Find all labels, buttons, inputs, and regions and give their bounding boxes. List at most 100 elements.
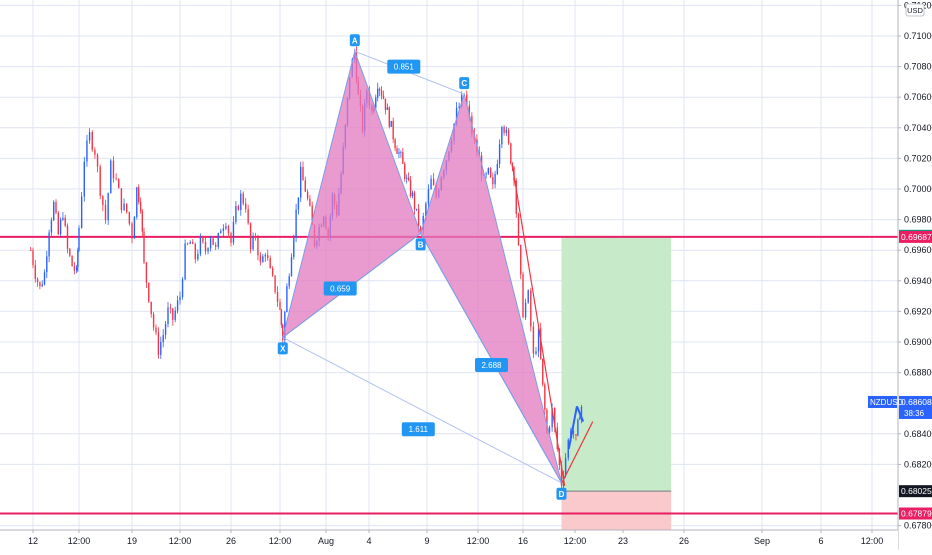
- candle-body: [432, 178, 435, 186]
- candle-body: [59, 219, 62, 235]
- time-tick-label: 6: [818, 536, 823, 546]
- candle-body: [120, 188, 123, 211]
- candle-body: [143, 231, 145, 263]
- time-tick-label: 16: [518, 536, 528, 546]
- candle-body: [80, 196, 83, 228]
- candle-body: [162, 334, 164, 343]
- ratio-label: 0.659: [330, 284, 351, 293]
- candle-body: [498, 144, 501, 164]
- candle-body: [269, 258, 271, 269]
- candle-body: [34, 265, 36, 279]
- candle-body: [293, 236, 295, 258]
- candle-body: [115, 178, 117, 180]
- time-tick-label: 12:00: [564, 536, 587, 546]
- candle-body: [112, 160, 115, 179]
- time-tick-label: 26: [679, 536, 689, 546]
- candle-body: [309, 198, 311, 206]
- candle-body: [66, 225, 69, 249]
- candle-body: [392, 120, 394, 140]
- candle-body: [184, 243, 186, 280]
- point-label-b: B: [418, 240, 424, 249]
- candle-body: [302, 166, 304, 181]
- candle-body: [537, 328, 540, 352]
- candle-body: [55, 201, 57, 213]
- candle-body: [230, 233, 232, 243]
- candle-body: [422, 216, 424, 230]
- profit-zone: [561, 235, 672, 492]
- point-label-a: A: [352, 36, 358, 45]
- candle-body: [237, 205, 240, 210]
- candle-body: [133, 216, 136, 239]
- candle-body: [507, 129, 510, 144]
- candle-body: [501, 126, 503, 145]
- candle-body: [546, 409, 548, 433]
- trend-line: [511, 164, 566, 486]
- price-axis: 0.712000.710000.708000.706000.704000.702…: [868, 0, 932, 550]
- candle-body: [375, 97, 377, 108]
- trend-line: [575, 405, 585, 422]
- candle-body: [515, 180, 517, 214]
- candle-body: [455, 107, 458, 124]
- candle-body: [217, 233, 219, 247]
- candle-body: [207, 248, 209, 252]
- candle-body: [286, 286, 288, 312]
- candle-body: [390, 120, 392, 127]
- candle-body: [306, 191, 309, 199]
- candle-body: [86, 140, 88, 162]
- candle-body: [197, 253, 199, 260]
- candle-body: [57, 212, 59, 235]
- candle-body: [496, 163, 499, 175]
- price-label-box: [899, 230, 932, 243]
- candle-body: [297, 197, 300, 210]
- candle-body: [295, 209, 297, 237]
- time-tick-label: 4: [366, 536, 371, 546]
- ratio-label: 1.611: [409, 425, 429, 434]
- candle-body: [535, 351, 537, 354]
- candle-body: [378, 88, 381, 91]
- candle-body: [517, 213, 520, 246]
- candle-body: [136, 187, 138, 217]
- time-tick-label: Sep: [754, 536, 770, 546]
- candle-body: [227, 226, 230, 234]
- candle-body: [284, 311, 286, 341]
- candle-body: [580, 406, 583, 418]
- candle-body: [409, 180, 412, 197]
- candle-body: [458, 106, 460, 108]
- candle-body: [300, 166, 302, 198]
- candle-body: [377, 88, 379, 98]
- candle-body: [91, 132, 93, 150]
- candle-body: [264, 255, 266, 257]
- long-position-tool: [561, 235, 672, 534]
- candle-body: [160, 342, 162, 355]
- candle-body: [425, 203, 427, 217]
- candle-body: [487, 167, 490, 174]
- candle-body: [242, 193, 244, 204]
- candle-body: [530, 290, 532, 327]
- candle-body: [181, 279, 184, 297]
- candle-body: [249, 223, 252, 250]
- candle-body: [225, 226, 227, 229]
- trend-line: [561, 421, 594, 484]
- candle-body: [267, 255, 269, 259]
- candle-body: [139, 202, 142, 212]
- candle-body: [427, 189, 430, 204]
- candle-body: [262, 256, 264, 263]
- ratio-label-box: [323, 281, 357, 296]
- candle-body: [505, 129, 508, 134]
- point-badge: [277, 342, 288, 355]
- price-label-box: [899, 395, 932, 408]
- candle-body: [489, 167, 492, 178]
- candle-body: [71, 255, 73, 267]
- candle-body: [194, 243, 196, 260]
- candle-body: [510, 143, 512, 164]
- candle-body: [167, 307, 169, 325]
- price-axis-background: [898, 0, 932, 550]
- candle-body: [400, 152, 402, 154]
- candle-body: [155, 327, 157, 333]
- candle-body: [290, 257, 293, 277]
